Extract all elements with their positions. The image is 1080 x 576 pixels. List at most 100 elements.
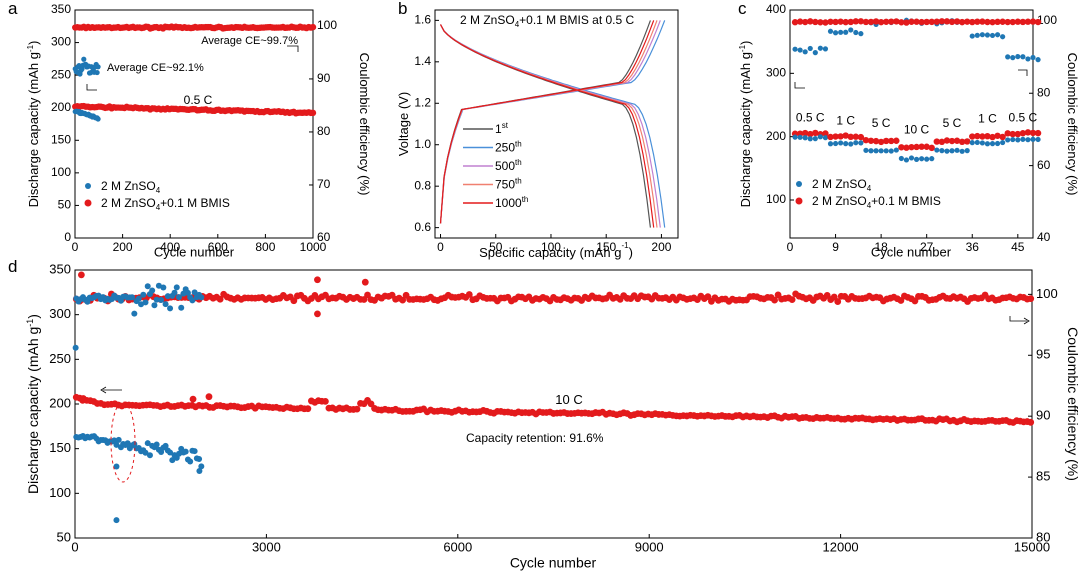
capacity-point-bmis — [989, 133, 996, 141]
ce-point-bmis — [791, 19, 799, 26]
capacity-point-znso4 — [949, 148, 955, 154]
ce-outlier-bmis — [205, 393, 213, 401]
ce-point-znso4 — [974, 32, 980, 38]
capacity-point-bmis — [309, 109, 317, 117]
capacity-point-znso4 — [807, 136, 813, 142]
panel-a-legend: 2 M ZnSO4 2 M ZnSO4+0.1 M BMIS — [84, 179, 230, 212]
capacity-point-znso4 — [182, 448, 189, 455]
ce-point-znso4 — [1020, 54, 1026, 60]
ce-point-znso4 — [797, 47, 803, 53]
ce-point-bmis — [969, 18, 976, 26]
ce-point-bmis — [812, 18, 819, 26]
ce-point-znso4 — [198, 294, 205, 301]
capacity-point-bmis — [1009, 130, 1016, 138]
y2-tick-label: 95 — [1036, 347, 1050, 362]
ce-point-znso4 — [142, 299, 149, 306]
ce-outlier-bmis — [314, 310, 321, 318]
ce-point-bmis — [847, 18, 854, 26]
y-tick-label: 250 — [49, 351, 71, 366]
ce-point-bmis — [290, 297, 298, 305]
ce-point-znso4 — [812, 50, 818, 56]
x-tick-label: 9000 — [635, 540, 664, 555]
capacity-point-bmis — [1024, 129, 1032, 136]
panel-a-annotation-znso4: Average CE~92.1% — [107, 62, 204, 74]
ce-point-bmis — [938, 18, 946, 25]
capacity-point-znso4 — [939, 148, 945, 154]
ce-point-bmis — [1027, 295, 1035, 303]
ce-point-znso4 — [792, 46, 798, 52]
discharge-curve-250th — [439, 24, 666, 228]
capacity-point-znso4 — [934, 147, 940, 153]
x-tick-label: 3000 — [252, 540, 281, 555]
panel-b-frame — [434, 9, 679, 239]
y-tick-label: 250 — [51, 67, 71, 81]
ce-point-bmis — [994, 18, 1001, 26]
x-tick-label: 800 — [255, 240, 275, 254]
capacity-point-bmis — [984, 132, 991, 140]
ce-point-bmis — [898, 19, 905, 26]
panel-c-rate-labels: 0.5 C 1 C 5 C 10 C 5 C 1 C 0.5 C — [796, 111, 1038, 137]
capacity-point-znso4 — [994, 140, 1001, 147]
y-tick-label: 50 — [58, 198, 72, 212]
capacity-point-bmis — [882, 137, 890, 145]
ce-point-znso4 — [802, 49, 808, 55]
ce-point-znso4 — [979, 32, 985, 38]
ce-point-bmis — [999, 18, 1006, 25]
panel-label-c: c — [738, 0, 747, 18]
x-tick-label: 36 — [966, 240, 980, 254]
panel-a-frame — [74, 9, 314, 239]
y-tick-label: 150 — [49, 440, 71, 455]
legend-label-1st: 1st — [495, 121, 509, 136]
ce-point-znso4 — [160, 284, 167, 291]
ce-point-bmis — [857, 18, 865, 25]
ce-point-bmis — [1024, 18, 1032, 25]
ce-point-bmis — [918, 18, 925, 26]
y-tick-label: 1.0 — [414, 137, 431, 151]
x-tick-label: 0 — [71, 540, 78, 555]
x-tick-label: 50 — [489, 240, 503, 254]
ce-point-bmis — [399, 296, 407, 304]
ce-point-znso4 — [144, 283, 151, 290]
capacity-point-znso4 — [1020, 136, 1026, 142]
capacity-point-znso4 — [924, 156, 930, 162]
discharge-curve-750th — [439, 24, 658, 228]
ce-point-znso4 — [853, 29, 859, 36]
x-tick-label: 400 — [160, 240, 180, 254]
ce-point-znso4 — [162, 301, 169, 308]
capacity-point-bmis — [353, 405, 361, 413]
capacity-point-bmis — [867, 137, 875, 144]
x-tick-label: 45 — [1011, 240, 1025, 254]
panel-d-axes: 0 3000 6000 9000 12000 15000 50 100 150 200 250 300… — [49, 261, 1057, 554]
ce-point-bmis — [1014, 18, 1022, 25]
ce-point-bmis — [903, 19, 910, 26]
rate-label: 10 C — [904, 122, 930, 136]
capacity-point-bmis — [304, 405, 312, 413]
ce-point-znso4 — [1030, 54, 1036, 61]
y2-tick-label: 90 — [317, 71, 331, 85]
capacity-point-znso4 — [95, 116, 101, 122]
panel-d-ylabel: Discharge capacity (mAh g-1) — [25, 314, 41, 494]
capacity-point-znso4 — [863, 147, 869, 153]
capacity-point-znso4 — [989, 141, 996, 147]
ce-outlier-bmis — [77, 271, 85, 279]
ce-point-znso4 — [807, 45, 813, 52]
ce-point-bmis — [834, 298, 842, 305]
capacity-point-znso4 — [843, 141, 849, 147]
ce-point-bmis — [309, 23, 317, 31]
y2-tick-label: 80 — [1037, 85, 1051, 99]
y-tick-label: 0.6 — [414, 220, 431, 234]
capacity-point-bmis — [832, 133, 839, 140]
panel-c-series — [791, 17, 1042, 163]
panel-label-b: b — [398, 0, 407, 18]
legend-marker-znso4 — [85, 183, 91, 189]
ce-point-znso4 — [843, 29, 849, 35]
capacity-point-bmis — [938, 138, 946, 146]
panel-c-frame — [789, 9, 1034, 239]
capacity-point-bmis — [953, 137, 961, 144]
y-tick-label: 100 — [49, 485, 71, 500]
y-tick-label: 0 — [64, 230, 71, 244]
panel-a-axes: 0 200 400 600 800 1000 0 50 100 150 200 250 300 350 60… — [51, 2, 337, 254]
ce-point-bmis — [958, 18, 966, 26]
capacity-point-znso4 — [802, 135, 808, 141]
